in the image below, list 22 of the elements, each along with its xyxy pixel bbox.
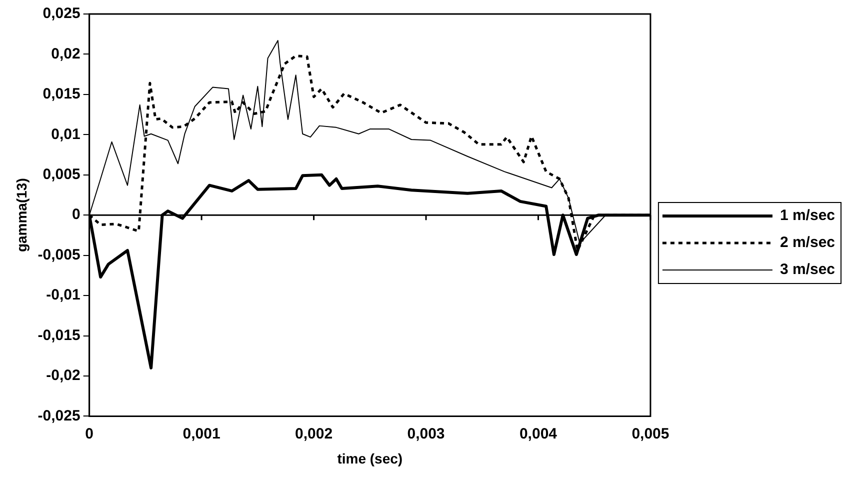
- y-tick-label: -0,015: [38, 326, 80, 344]
- y-tick-label: 0: [72, 206, 80, 224]
- x-tick-label: 0,002: [295, 425, 333, 442]
- x-axis-title: time (sec): [337, 450, 403, 466]
- y-tick-label: 0,02: [51, 45, 80, 62]
- y-tick-label: -0,025: [38, 407, 80, 424]
- x-tick-label: 0,005: [632, 425, 670, 442]
- y-tick-label: 0,005: [42, 166, 80, 184]
- text: 2 m/sec: [780, 234, 836, 252]
- y-tick-label: 0,025: [42, 5, 80, 22]
- text: 3 m/sec: [780, 261, 836, 278]
- text: 1 m/sec: [780, 207, 836, 224]
- y-tick-label: -0,01: [46, 286, 80, 304]
- x-tick-label: 0: [85, 425, 94, 442]
- y-tick-label: -0,005: [38, 246, 80, 264]
- y-tick-label: 0,01: [51, 126, 80, 143]
- y-tick-label: -0,02: [46, 367, 80, 384]
- y-tick-label: 0,015: [42, 86, 80, 103]
- x-tick-label: 0,003: [407, 425, 445, 442]
- x-tick-label: 0,004: [519, 425, 558, 442]
- y-axis-title: gamma(13): [13, 178, 30, 252]
- x-tick-label: 0,001: [182, 425, 220, 442]
